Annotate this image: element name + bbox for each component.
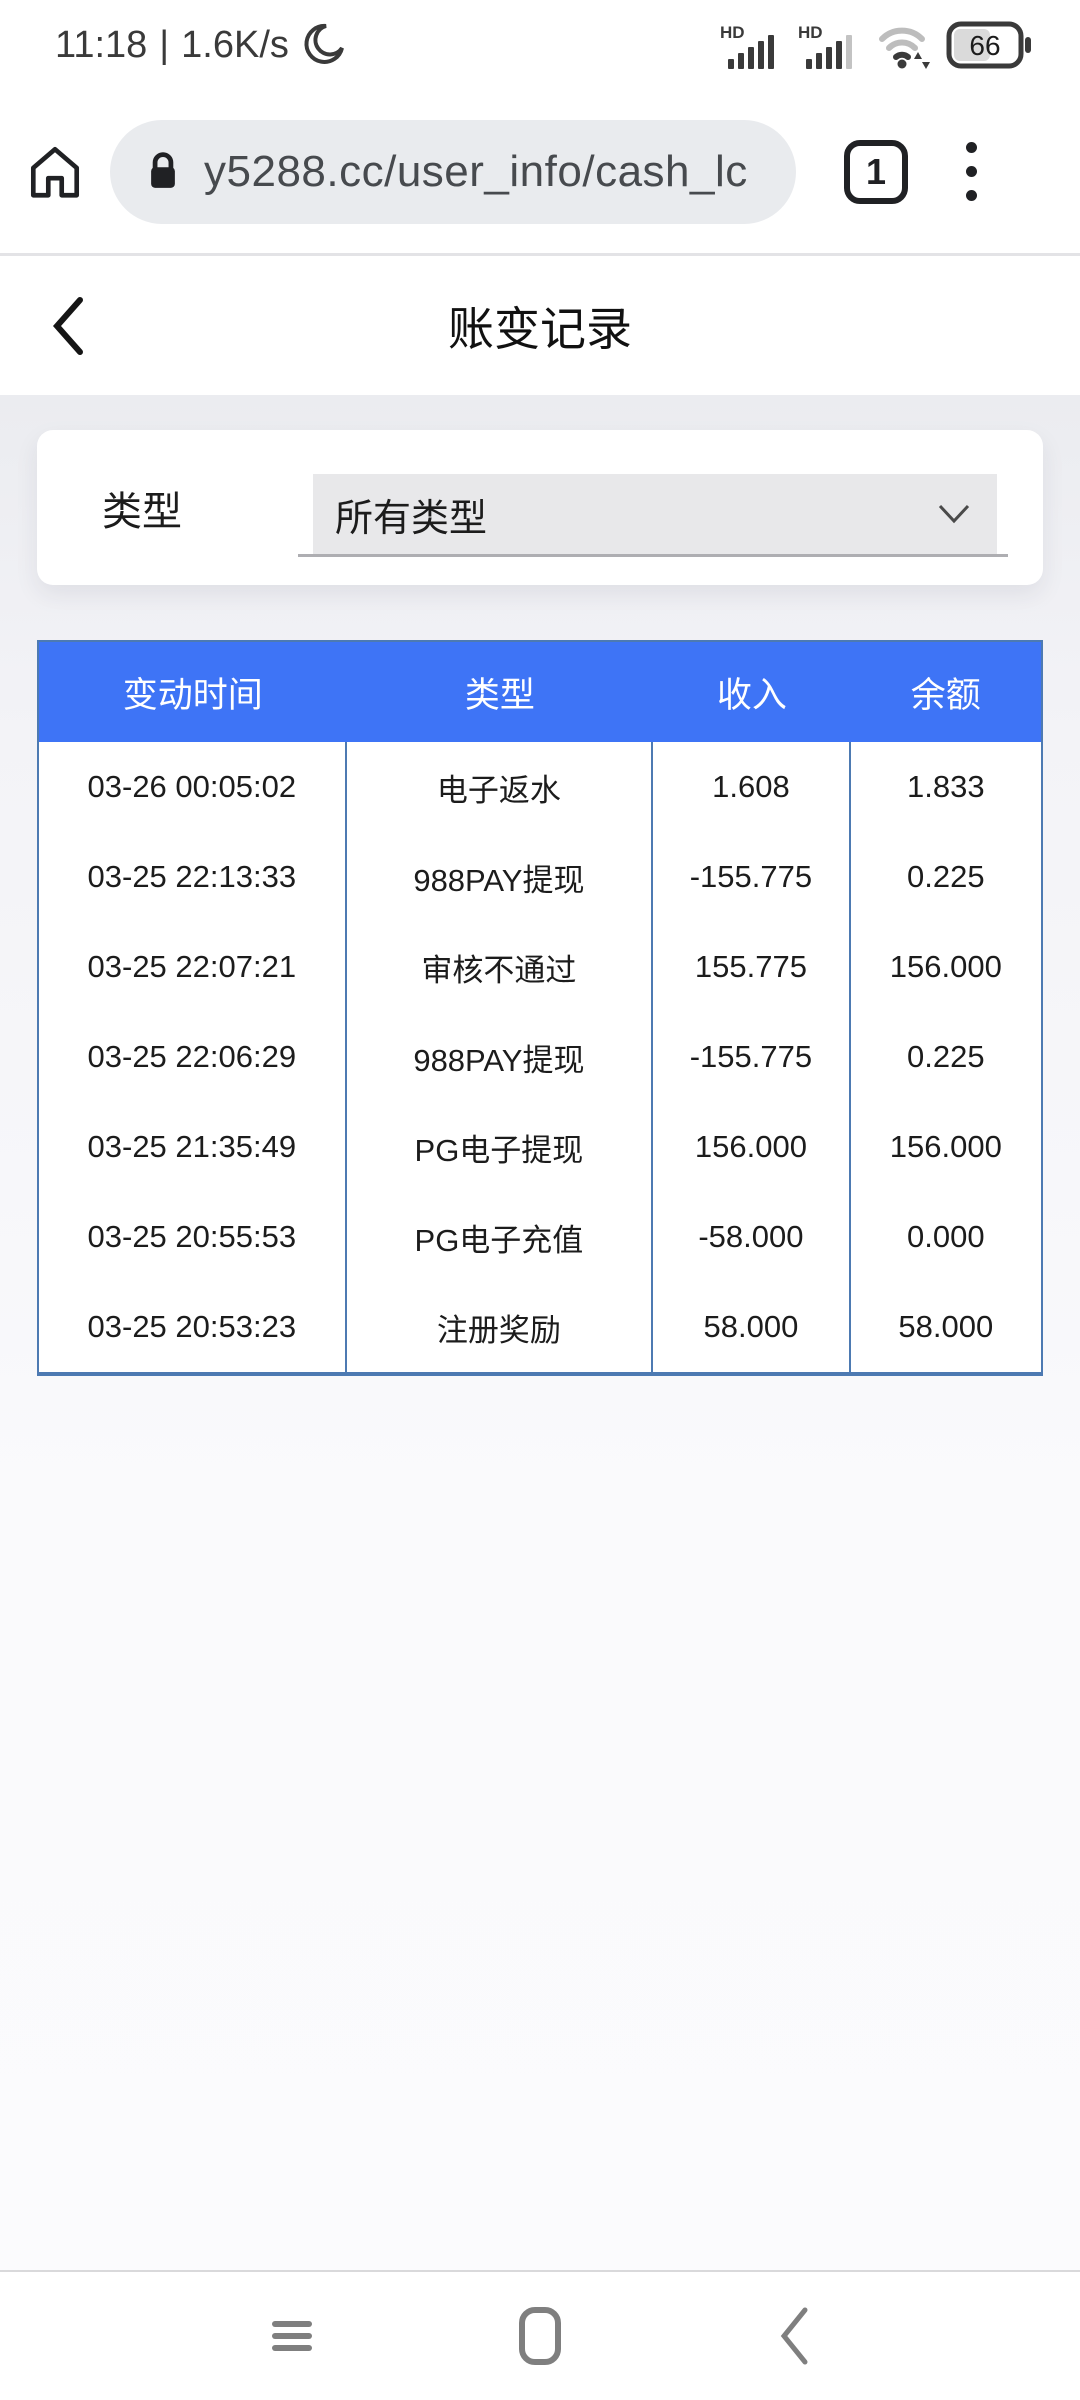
cell-time: 03-25 22:13:33: [39, 832, 347, 922]
clock: 11:18: [55, 23, 148, 66]
cell-amount: -58.000: [653, 1192, 851, 1282]
cell-amount: 1.608: [653, 742, 851, 832]
cell-time: 03-26 00:05:02: [39, 742, 347, 832]
filter-card: 类型 所有类型: [37, 430, 1043, 585]
wifi-icon: [876, 21, 932, 71]
chevron-down-icon: [938, 504, 970, 524]
toolbar-divider: [0, 253, 1080, 256]
cell-type: PG电子充值: [347, 1192, 654, 1282]
cell-type: 审核不通过: [347, 922, 654, 1012]
cell-balance: 0.225: [907, 1039, 985, 1074]
status-separator: |: [159, 23, 170, 66]
header-type: 类型: [464, 675, 535, 715]
cell-type: 电子返水: [347, 742, 654, 832]
cell-balance: 0.000: [907, 1219, 985, 1254]
browser-home-button[interactable]: [0, 141, 110, 203]
network-speed: 1.6K/s: [181, 23, 289, 66]
ledger-table: 变动时间 类型 收入 余额 03-26 00:05:02 电子返水 1.608 …: [37, 640, 1043, 1376]
page-title: 账变记录: [448, 302, 632, 355]
cell-time: 03-25 22:07:21: [39, 922, 347, 1012]
cell-time: 03-25 21:35:49: [39, 1102, 347, 1192]
cell-time: 03-25 22:06:29: [39, 1012, 347, 1102]
filter-label: 类型: [102, 489, 182, 534]
cell-balance: 1.833: [907, 769, 985, 804]
tab-count: 1: [865, 150, 887, 192]
address-bar[interactable]: y5288.cc/user_info/cash_lc: [110, 119, 796, 224]
status-icons: HD HD 6: [720, 19, 1032, 71]
nav-back-button[interactable]: [724, 2272, 864, 2400]
cell-balance: 0.225: [907, 859, 985, 894]
page-back-button[interactable]: [38, 294, 98, 358]
system-nav-bar: [0, 2272, 1080, 2400]
status-left: 11:18 | 1.6K/s: [55, 23, 345, 67]
page-header: 账变记录: [0, 256, 1080, 395]
table-row: 03-25 20:53:23 注册奖励 58.000 58.000: [39, 1282, 1041, 1372]
home-icon: [30, 146, 80, 198]
table-row: 03-25 21:35:49 PG电子提现 156.000 156.000: [39, 1102, 1041, 1192]
nav-divider: [0, 2270, 1080, 2272]
sim2-hd-badge: HD: [798, 23, 823, 42]
nav-menu-button[interactable]: [222, 2272, 362, 2400]
sim2-signal-icon: HD: [798, 21, 862, 71]
table-row: 03-25 22:13:33 988PAY提现 -155.775 0.225: [39, 832, 1041, 922]
table-row: 03-25 22:07:21 审核不通过 155.775 156.000: [39, 922, 1041, 1012]
sim1-hd-badge: HD: [720, 23, 745, 42]
header-balance: 余额: [910, 675, 981, 715]
cell-balance: 156.000: [889, 1129, 1002, 1164]
table-row: 03-25 20:55:53 PG电子充值 -58.000 0.000: [39, 1192, 1041, 1282]
status-bar: 11:18 | 1.6K/s HD HD: [0, 0, 1080, 90]
cell-amount: 156.000: [653, 1102, 851, 1192]
menu-icon: [272, 2321, 312, 2351]
cell-amount: -155.775: [653, 1012, 851, 1102]
cell-type: 988PAY提现: [347, 1012, 654, 1102]
lock-icon: [151, 151, 175, 188]
cell-time: 03-25 20:53:23: [39, 1282, 347, 1372]
browser-toolbar: y5288.cc/user_info/cash_lc 1: [0, 90, 1080, 253]
battery-percent-text: 66: [969, 30, 1000, 61]
cell-amount: 58.000: [653, 1282, 851, 1372]
header-amount: 收入: [716, 675, 787, 715]
do-not-disturb-moon-icon: [301, 23, 345, 67]
cell-balance: 156.000: [889, 949, 1002, 984]
table-row: 03-26 00:05:02 电子返水 1.608 1.833: [39, 742, 1041, 832]
cell-type: 注册奖励: [347, 1282, 654, 1372]
cell-type: 988PAY提现: [347, 832, 654, 922]
select-underline: [298, 554, 1008, 557]
header-time: 变动时间: [122, 675, 263, 715]
browser-menu-button[interactable]: [956, 132, 987, 211]
cell-time: 03-25 20:55:53: [39, 1192, 347, 1282]
page-content: 类型 所有类型 变动时间 类型 收入 余额 03-26 00:05:02: [0, 395, 1080, 2270]
nav-home-button[interactable]: [470, 2272, 610, 2400]
tab-switcher-button[interactable]: 1: [844, 139, 908, 204]
cell-amount: 155.775: [653, 922, 851, 1012]
back-chevron-icon: [52, 297, 83, 355]
sim1-signal-icon: HD: [720, 21, 784, 71]
cell-amount: -155.775: [653, 832, 851, 922]
battery-icon: 66: [946, 19, 1032, 71]
nav-back-chevron-icon: [780, 2307, 808, 2365]
home-square-icon: [519, 2307, 561, 2365]
type-select-value: 所有类型: [335, 497, 488, 540]
table-row: 03-25 22:06:29 988PAY提现 -155.775 0.225: [39, 1012, 1041, 1102]
cell-balance: 58.000: [898, 1309, 994, 1344]
type-select-wrap: 所有类型: [298, 474, 1008, 557]
cell-type: PG电子提现: [347, 1102, 654, 1192]
url-text: y5288.cc/user_info/cash_lc: [204, 146, 748, 196]
table-header-row: 变动时间 类型 收入 余额: [39, 642, 1041, 742]
type-select[interactable]: 所有类型: [313, 474, 997, 554]
